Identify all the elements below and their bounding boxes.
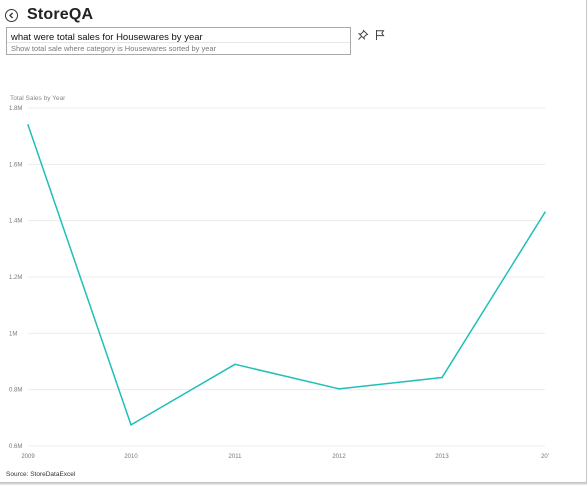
back-arrow-icon[interactable]: [5, 8, 18, 22]
chart-title: Total Sales by Year: [10, 95, 66, 102]
data-point: [544, 211, 546, 214]
qa-search-box[interactable]: Show total sale where category is Housew…: [6, 27, 351, 55]
qa-query-input[interactable]: [11, 30, 341, 44]
y-tick-label: 0.6M: [9, 444, 22, 450]
x-tick-label: 20': [541, 454, 549, 460]
source-label: Source: StoreDataExcel: [6, 471, 76, 478]
data-point: [441, 376, 443, 379]
data-point: [234, 363, 236, 366]
x-tick-label: 2009: [21, 454, 35, 460]
data-point: [130, 424, 132, 426]
data-point: [338, 388, 340, 390]
x-tick-label: 2010: [124, 454, 138, 460]
data-point: [27, 124, 29, 126]
app-header: StoreQA: [5, 4, 93, 26]
pin-icon[interactable]: [357, 29, 369, 41]
app-title: StoreQA: [27, 6, 94, 23]
y-tick-label: 1.4M: [9, 219, 22, 225]
y-tick-label: 1.6M: [9, 162, 22, 168]
qa-suggestion[interactable]: Show total sale where category is Housew…: [11, 44, 217, 53]
y-tick-label: 0.8M: [9, 388, 22, 394]
y-tick-label: 1.2M: [9, 275, 22, 281]
x-tick-label: 2011: [229, 454, 243, 460]
flag-icon[interactable]: [374, 29, 386, 41]
line-chart: 0.6M 0.8M 1M 1.2M 1.4M 1.6M 1.8M 2009 2010 2011 20…: [9, 106, 549, 460]
y-tick-label: 1.8M: [9, 106, 22, 112]
x-tick-label: 2013: [435, 454, 449, 460]
y-tick-label: 1M: [9, 331, 17, 337]
x-tick-label: 2012: [332, 454, 346, 460]
series-line: [27, 124, 546, 426]
qa-divider: [7, 42, 350, 43]
